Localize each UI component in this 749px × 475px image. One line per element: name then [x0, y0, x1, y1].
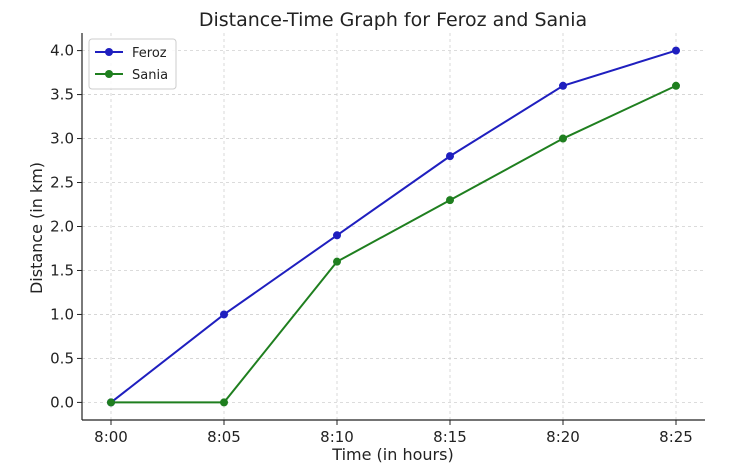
- legend-marker-feroz: [105, 48, 113, 56]
- x-tick-label: 8:20: [546, 428, 580, 446]
- y-tick-label: 0.5: [50, 349, 74, 367]
- y-tick-label: 2.5: [50, 174, 74, 192]
- series-layer: [107, 46, 680, 407]
- x-tick-label: 8:05: [207, 428, 241, 446]
- data-point-feroz: [446, 152, 454, 161]
- x-tick-label: 8:10: [320, 428, 354, 446]
- series-line-sania: [111, 84, 677, 404]
- data-point-sania: [559, 134, 567, 143]
- data-point-sania: [333, 257, 341, 266]
- ticks-layer: 0.0 0.5 1.0 1.5 2.0 2.5 3.0 3.5 4.0 8:00 8:05 8:10 8…: [50, 42, 693, 446]
- data-point-feroz: [333, 231, 341, 240]
- legend-label-sania: Sania: [132, 68, 168, 83]
- data-point-sania: [446, 196, 454, 205]
- y-tick-label: 1.5: [50, 261, 74, 279]
- y-tick-label: 3.5: [50, 86, 74, 104]
- x-tick-label: 8:00: [94, 428, 128, 446]
- data-point-sania: [220, 398, 228, 407]
- y-tick-label: 4.0: [50, 42, 74, 60]
- chart-title: Distance-Time Graph for Feroz and Sania: [199, 9, 587, 31]
- x-axis-title: Time (in hours): [331, 445, 453, 464]
- data-point-feroz: [220, 310, 228, 319]
- data-point-sania: [672, 81, 680, 90]
- data-point-feroz: [672, 46, 680, 55]
- legend-label-feroz: Feroz: [132, 46, 167, 61]
- legend: Feroz Sania: [88, 38, 177, 90]
- x-tick-label: 8:25: [659, 428, 693, 446]
- grid-layer: [82, 33, 705, 420]
- series-line-feroz: [110, 49, 677, 404]
- y-tick-label: 2.0: [50, 218, 74, 236]
- y-tick-label: 0.0: [50, 393, 74, 411]
- data-point-feroz: [559, 81, 567, 90]
- y-tick-label: 1.0: [50, 305, 74, 323]
- y-axis-title: Distance (in km): [27, 162, 46, 294]
- data-point-sania: [107, 398, 115, 407]
- legend-marker-sania: [105, 70, 113, 78]
- x-tick-label: 8:15: [433, 428, 467, 446]
- y-tick-label: 3.0: [50, 130, 74, 148]
